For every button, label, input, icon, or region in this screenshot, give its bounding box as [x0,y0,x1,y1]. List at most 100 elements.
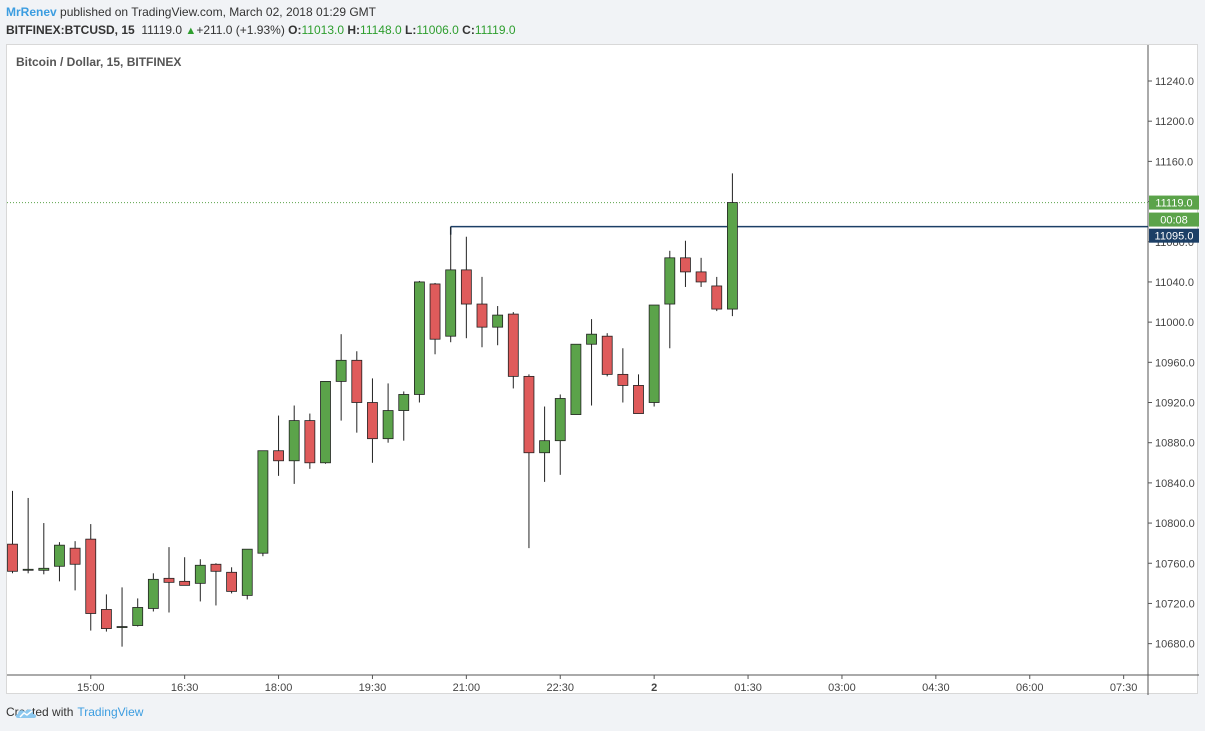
candle-up [241,548,253,596]
candle-up [648,304,660,403]
time-tick-label: 03:00 [828,682,856,694]
candle-down [367,402,378,440]
price-tick-label: 10960.0 [1155,357,1195,369]
candlestick-chart[interactable]: Bitcoin / Dollar, 15, BITFINEX 11240.0 11… [7,45,1199,695]
low-value: 11006.0 [416,23,459,37]
candle-up [257,450,269,554]
candle-down [101,609,112,629]
candle-up [492,314,504,328]
price-tick-label: 11240.0 [1155,76,1194,88]
candle-down [633,385,644,414]
candle-up [570,343,582,415]
chart-title: Bitcoin / Dollar, 15, BITFINEX [16,55,181,69]
footer: Created with TradingView [6,705,143,719]
author-link[interactable]: MrRenev [6,5,57,19]
last-value: 11119.0 [141,23,183,37]
candle-up [38,567,50,571]
publish-line: MrRenev published on TradingView.com, Ma… [6,5,376,19]
candle-up [445,269,457,337]
time-tick-label: 19:30 [359,682,387,694]
candle-up [132,607,144,626]
open-value: 11013.0 [301,23,345,37]
candle-down [69,547,81,565]
candle-up [539,440,550,454]
high-value: 11148.0 [360,23,402,37]
header: MrRenev published on TradingView.com, Ma… [0,0,1205,44]
candle-down [163,577,175,583]
candle-up [116,626,128,628]
tradingview-brand-link[interactable]: TradingView [77,705,144,719]
candle-up [586,333,597,345]
time-tick-label: 07:30 [1110,682,1138,694]
candle-down [680,257,691,273]
time-tick-label: 22:30 [546,682,574,694]
candle-down [695,271,707,283]
time-tick-label: 21:00 [453,682,481,694]
candle-up [147,578,159,609]
tradingview-cloud-icon[interactable] [14,705,38,721]
time-tick-label: 06:00 [1016,682,1044,694]
candle-down [460,269,472,305]
last-price-tag-bg [1149,195,1199,210]
price-tick-label: 10720.0 [1155,598,1195,610]
candle-down [304,420,316,464]
candle-down [226,571,238,592]
time-tick-label: 2 [651,682,657,694]
price-tick-label: 10880.0 [1155,438,1195,450]
candle-down [523,375,535,454]
candle-down [273,450,284,462]
time-tick-label: 01:30 [734,682,762,694]
time-tick-label: 04:30 [922,682,950,694]
candle-down [507,313,519,377]
candle-up [320,381,331,464]
close-label: C: [462,23,475,37]
open-label: O: [288,23,302,37]
published-text: published on TradingView.com, March 02, … [60,5,376,19]
candle-up [727,202,738,310]
close-value: 11119.0 [474,23,516,37]
candle-down [617,373,629,386]
ohlc-line: BITFINEX:BTCUSD, 15 11119.0 ▲+211.0 (+1.… [6,23,516,37]
time-tick-label: 18:00 [265,682,293,694]
candle-up [54,544,65,567]
candle-up [288,420,300,462]
candle-up [22,568,34,571]
candle-down [476,303,488,328]
candle-down [601,335,613,375]
low-label: L: [404,23,417,37]
candle-up [664,257,676,305]
horizontal-line-price-tag-bg [1149,228,1199,243]
price-tick-label: 11000.0 [1155,317,1194,329]
price-tick-label: 11160.0 [1155,156,1193,168]
symbol-label: BITFINEX:BTCUSD, 15 [6,23,135,37]
triangle-up-icon: ▲ [185,25,197,37]
candle-down [351,359,363,403]
change-value: +211.0 (+1.93%) [196,23,285,37]
candle-down [711,285,723,310]
price-tick-label: 10920.0 [1155,398,1195,410]
price-tick-label: 10680.0 [1155,639,1195,651]
candle-up [194,564,206,584]
candle-up [398,394,410,411]
candle-down [179,580,191,586]
high-label: H: [347,23,361,37]
horizontal-line-price-tag: 11095.0 [1155,231,1194,243]
price-tick-label: 11200.0 [1155,116,1194,128]
price-tick-label: 10800.0 [1155,518,1195,530]
candle-up [413,281,425,395]
last-price-tag: 11119.0 [1155,198,1192,210]
candle-down [7,543,18,572]
candle-down [85,538,97,614]
candle-down [429,283,441,340]
time-tick-label: 15:00 [77,682,105,694]
candle-up [335,359,347,382]
candle-up [382,410,394,440]
candle-up [554,398,566,442]
candle-down [210,563,222,572]
chart-panel[interactable]: Bitcoin / Dollar, 15, BITFINEX 11240.0 11… [6,44,1199,695]
price-tick-label: 10840.0 [1155,478,1195,490]
countdown-tag: 00:08 [1160,215,1188,227]
time-tick-label: 16:30 [171,682,199,694]
price-tick-label: 10760.0 [1155,558,1195,570]
price-tick-label: 11040.0 [1155,277,1194,289]
